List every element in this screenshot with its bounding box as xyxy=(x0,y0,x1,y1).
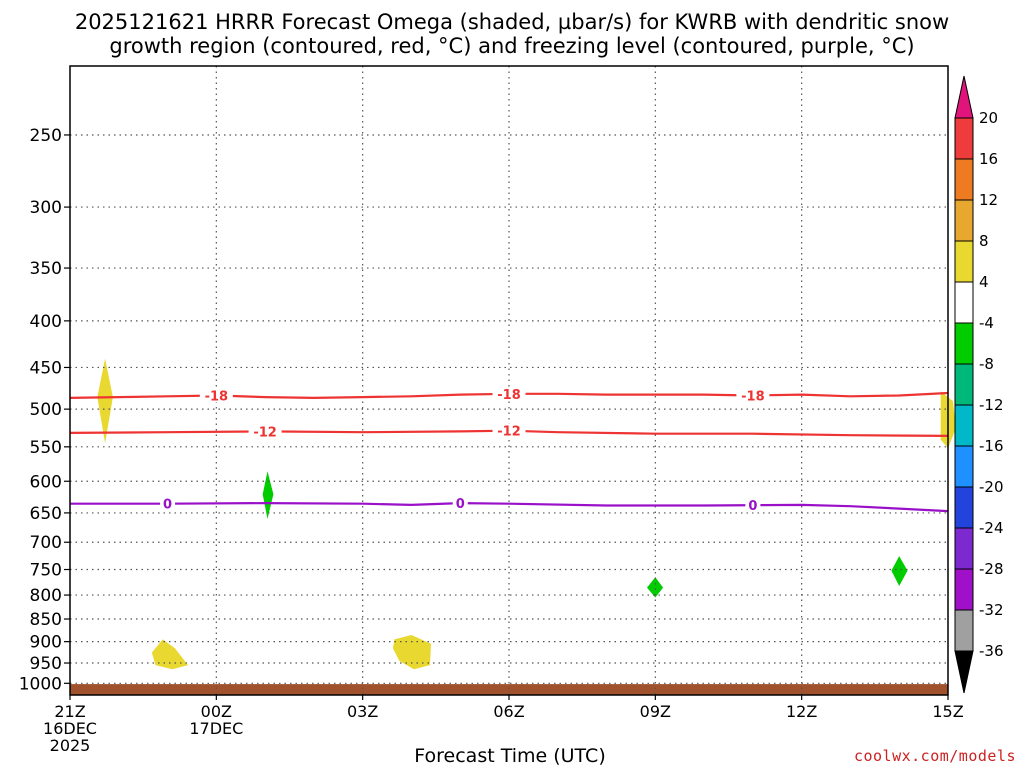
freezing-level-label: 0 xyxy=(163,498,172,513)
y-tick-label: 550 xyxy=(30,438,62,458)
y-tick-label: 500 xyxy=(30,400,62,420)
y-tick-label: 950 xyxy=(30,654,62,674)
colorbar-label: 8 xyxy=(979,232,989,250)
x-tick-label: 21Z xyxy=(54,702,85,721)
y-tick-label: 750 xyxy=(30,561,62,581)
omega-plus4-a-region xyxy=(97,358,113,444)
x-tick-label: 00Z xyxy=(201,702,232,721)
dgz-minus18-label: -18 xyxy=(741,389,765,404)
colorbar-label: 16 xyxy=(979,150,998,168)
y-tick-label: 350 xyxy=(30,259,62,279)
colorbar-segment xyxy=(954,609,974,652)
colorbar-label: -8 xyxy=(979,355,994,373)
colorbar-label: -4 xyxy=(979,314,994,332)
dgz-minus18-label: -18 xyxy=(497,388,521,403)
dgz-minus12-label-bg xyxy=(492,423,526,438)
colorbar-segment xyxy=(954,281,974,324)
colorbar-bottom-arrow xyxy=(954,650,974,694)
y-tick-label: 800 xyxy=(30,586,62,606)
dgz-minus12-label: -12 xyxy=(497,425,521,440)
colorbar-segment xyxy=(954,527,974,570)
colorbar-label: -16 xyxy=(979,437,1004,455)
y-tick-label: 600 xyxy=(30,472,62,492)
colorbar-label: -32 xyxy=(979,601,1004,619)
dgz-minus18-label: -18 xyxy=(205,389,229,404)
chart-title-line-2: growth region (contoured, red, °C) and f… xyxy=(109,34,915,58)
colorbar-label: -24 xyxy=(979,519,1004,537)
y-tick-label: 250 xyxy=(30,126,62,146)
omega-plus4-c-region xyxy=(392,635,431,670)
colorbar-segment xyxy=(954,199,974,242)
colorbar-label: 12 xyxy=(979,191,998,209)
omega-minus4-c-region xyxy=(891,556,908,586)
x-tick-label: 15Z xyxy=(932,702,963,721)
y-tick-label: 450 xyxy=(30,358,62,378)
freezing-level-contour xyxy=(70,501,949,513)
colorbar-segment xyxy=(954,363,974,406)
freezing-level-label-bg xyxy=(160,496,176,511)
dgz-minus18-label-bg xyxy=(492,386,526,401)
x-tick-label: 17DEC xyxy=(189,719,243,738)
freezing-level-label-bg xyxy=(745,498,761,513)
dgz-minus18-label-bg xyxy=(199,388,233,403)
y-tick-label: 1000 xyxy=(19,674,62,694)
colorbar-top-arrow xyxy=(954,75,974,119)
colorbar-segment xyxy=(954,158,974,201)
freezing-level-label: 0 xyxy=(456,497,465,512)
freezing-level-label: 0 xyxy=(748,499,757,514)
colorbar-segment xyxy=(954,322,974,365)
colorbar-label: -20 xyxy=(979,478,1004,496)
chart-title-line-1: 2025121621 HRRR Forecast Omega (shaded, … xyxy=(74,10,950,34)
colorbar-label: -28 xyxy=(979,560,1004,578)
credit-text[interactable]: coolwx.com/models xyxy=(853,747,1016,765)
colorbar-label: 4 xyxy=(979,273,989,291)
colorbar-segment xyxy=(954,240,974,283)
y-tick-label: 700 xyxy=(30,533,62,553)
y-tick-label: 400 xyxy=(30,312,62,332)
colorbar-segment xyxy=(954,486,974,529)
colorbar-label: -36 xyxy=(979,642,1004,660)
omega-plus4-b-region xyxy=(151,639,188,670)
colorbar-segment xyxy=(954,445,974,488)
colorbar-segment xyxy=(954,568,974,611)
x-tick-label: 06Z xyxy=(493,702,524,721)
x-tick-label: 16DEC xyxy=(43,719,97,738)
omega-minus4-b-region xyxy=(647,577,664,598)
dgz-minus12-label-bg xyxy=(248,424,282,439)
x-tick-label: 09Z xyxy=(640,702,671,721)
terrain-band xyxy=(70,684,948,695)
y-tick-label: 900 xyxy=(30,633,62,653)
freezing-level-label-bg xyxy=(452,496,468,511)
x-tick-label: 12Z xyxy=(786,702,817,721)
x-tick-label: 2025 xyxy=(50,736,91,755)
dgz-minus18-label-bg xyxy=(736,388,770,403)
dgz-minus12-label: -12 xyxy=(253,425,277,440)
colorbar-segment xyxy=(954,404,974,447)
y-tick-label: 650 xyxy=(30,504,62,524)
x-tick-label: 03Z xyxy=(347,702,378,721)
y-tick-label: 850 xyxy=(30,610,62,630)
colorbar-label: 20 xyxy=(979,109,998,127)
omega-minus4-a-region xyxy=(262,471,274,519)
x-axis-title: Forecast Time (UTC) xyxy=(414,745,606,767)
colorbar-segment xyxy=(954,117,974,160)
colorbar-label: -12 xyxy=(979,396,1004,414)
y-tick-label: 300 xyxy=(30,198,62,218)
